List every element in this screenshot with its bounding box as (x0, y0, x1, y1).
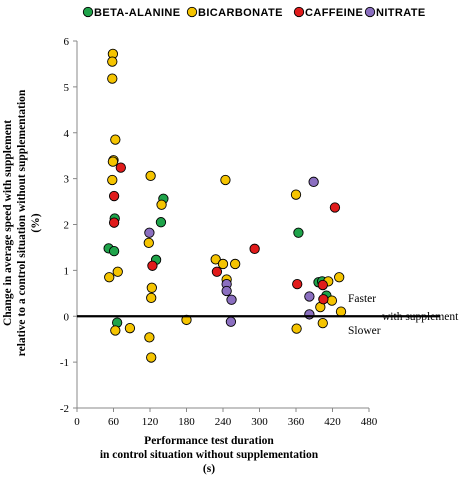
data-point (124, 323, 136, 334)
data-point (291, 323, 302, 334)
y-tick-label: 3 (64, 174, 70, 186)
x-tick-label: 120 (142, 416, 159, 428)
x-axis-label-line: (s) (203, 463, 215, 475)
data-point (112, 266, 123, 277)
data-point (217, 258, 229, 270)
data-point (110, 325, 121, 336)
annotation-with-supplement: with supplement (382, 311, 459, 323)
series-nitrate (144, 176, 319, 327)
x-tick-label: 180 (178, 416, 195, 428)
data-point (293, 227, 304, 238)
data-point (143, 237, 154, 249)
data-point (210, 254, 221, 265)
y-tick-label: 0 (64, 311, 70, 323)
x-tick-label: 420 (324, 416, 341, 428)
y-tick-label: -2 (60, 403, 69, 415)
data-point (146, 282, 157, 293)
legend-label: NITRATE (376, 7, 426, 19)
data-point (304, 309, 315, 320)
y-axis-label-line: (%) (30, 213, 42, 232)
data-point (110, 134, 121, 145)
data-point (226, 294, 237, 305)
y-tick-label: 6 (64, 36, 70, 48)
data-point (317, 317, 328, 329)
legend-label: BETA-ALANINE (94, 7, 180, 19)
data-point (156, 199, 167, 210)
data-point (107, 56, 118, 67)
series-caffeine (108, 162, 341, 305)
data-point (335, 306, 347, 317)
x-tick-label: 240 (215, 416, 232, 428)
data-point (147, 260, 158, 271)
legend: BETA-ALANINE BICARBONATE CAFFEINE NITRATE (82, 6, 426, 19)
y-tick-label: 4 (64, 128, 70, 140)
data-point (221, 285, 232, 297)
y-tick-label: 1 (64, 265, 70, 277)
data-point (107, 174, 118, 186)
annotation-slower: Slower (348, 325, 381, 337)
legend-item-caffeine: CAFFEINE (293, 6, 363, 19)
axes: 0 60 120 180 240 300 360 420 480 -2 -1 0 1 2 3 4 5 6 (60, 36, 378, 428)
data-point (318, 294, 329, 305)
legend-item-bicarbonate: BICARBONATE (186, 6, 283, 19)
legend-marker (82, 6, 94, 18)
legend-marker (293, 6, 305, 18)
x-tick-label: 60 (108, 416, 120, 428)
data-point (107, 73, 118, 84)
data-point (249, 243, 260, 254)
data-point (211, 266, 223, 277)
data-point (329, 202, 341, 213)
data-point (115, 162, 126, 173)
data-point (334, 272, 345, 283)
legend-label: CAFFEINE (305, 7, 363, 19)
y-tick-label: 5 (64, 82, 70, 94)
y-axis-label-line: Change in average speed with supplement (2, 120, 14, 326)
data-point (308, 176, 319, 187)
legend-marker (186, 6, 198, 18)
data-point (146, 352, 157, 363)
data-point (225, 316, 237, 327)
x-tick-label: 480 (361, 416, 378, 428)
data-point (304, 291, 315, 302)
legend-marker (364, 6, 376, 18)
data-point (220, 174, 231, 186)
data-points (103, 48, 347, 363)
legend-item-beta-alanine: BETA-ALANINE (82, 6, 180, 19)
data-point (326, 295, 338, 306)
data-point (108, 217, 120, 228)
series-beta-alanine (103, 193, 332, 328)
data-point (317, 279, 328, 291)
x-axis-label: Performance test duration in control situ… (100, 435, 319, 475)
x-tick-label: 300 (251, 416, 268, 428)
annotation-faster: Faster (348, 293, 376, 305)
data-point (155, 217, 167, 228)
data-point (230, 258, 241, 270)
y-tick-label: -1 (60, 357, 69, 369)
y-axis-label-line: relative to a control situation without … (16, 89, 28, 356)
x-axis-label-line: in control situation without supplementa… (100, 449, 319, 461)
data-point (144, 227, 155, 238)
data-point (146, 292, 157, 304)
legend-item-nitrate: NITRATE (364, 6, 426, 19)
y-ticks: -2 -1 0 1 2 3 4 5 6 (60, 36, 77, 415)
x-axis-label-line: Performance test duration (144, 435, 274, 447)
data-point (108, 245, 120, 257)
y-axis-label: Change in average speed with supplement r… (2, 89, 42, 356)
data-point (292, 278, 303, 290)
data-point (107, 156, 119, 167)
series-bicarbonate (104, 48, 347, 363)
x-tick-label: 0 (74, 416, 80, 428)
data-point (145, 170, 156, 182)
x-tick-label: 360 (288, 416, 305, 428)
x-ticks: 0 60 120 180 240 300 360 420 480 (74, 408, 378, 428)
data-point (144, 332, 155, 343)
legend-label: BICARBONATE (198, 7, 283, 19)
data-point (290, 189, 302, 200)
data-point (108, 190, 120, 202)
data-point (104, 272, 115, 283)
y-tick-label: 2 (64, 220, 70, 232)
